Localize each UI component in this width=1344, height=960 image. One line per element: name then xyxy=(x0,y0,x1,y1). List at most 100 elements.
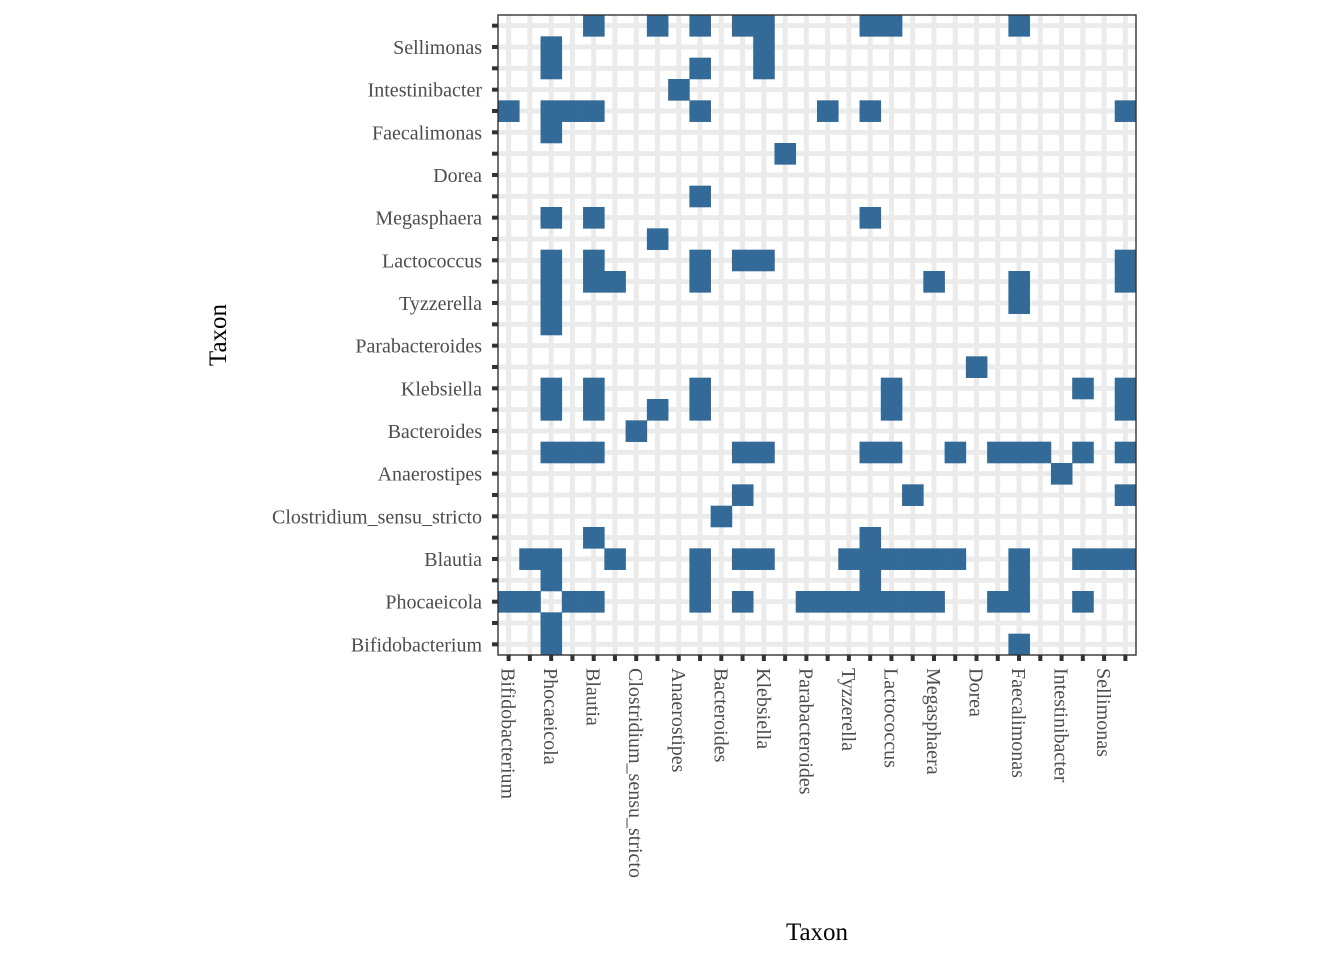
ticks-layer xyxy=(492,23,1128,661)
x-tick-label: Bifidobacterium xyxy=(497,668,519,800)
heatmap-cell xyxy=(880,15,903,37)
y-tick-label: Blautia xyxy=(424,549,482,571)
x-axis-title: Taxon xyxy=(786,919,849,946)
heatmap-cell xyxy=(689,271,711,293)
heatmap-cell xyxy=(583,527,605,549)
heatmap-cell xyxy=(753,441,775,464)
x-tick-label: Bacteroides xyxy=(709,668,731,763)
heatmap-cell xyxy=(1072,377,1094,400)
x-tick-label: Dorea xyxy=(965,668,987,717)
heatmap-cell xyxy=(880,548,903,570)
heatmap-cell xyxy=(1008,591,1030,613)
heatmap-cell xyxy=(987,591,1009,613)
heatmap-cell xyxy=(859,527,882,549)
cells-layer xyxy=(498,15,1137,656)
heatmap-cell xyxy=(944,441,967,464)
heatmap-cell xyxy=(1114,249,1137,272)
x-tick-label: Blautia xyxy=(582,668,604,726)
heatmap-cell xyxy=(987,441,1009,464)
heatmap-cell xyxy=(1008,15,1030,37)
heatmap-cell xyxy=(923,548,945,570)
heatmap-cell xyxy=(1072,548,1094,570)
heatmap-cell xyxy=(1114,100,1137,122)
heatmap-cell xyxy=(689,185,711,208)
heatmap-cell xyxy=(519,591,541,613)
heatmap-cell xyxy=(1072,591,1094,613)
heatmap-cell xyxy=(583,377,605,400)
heatmap-cell xyxy=(540,399,563,421)
x-tick-label: Phocaeicola xyxy=(539,668,561,765)
y-tick-label: Sellimonas xyxy=(393,37,482,59)
heatmap-cell xyxy=(689,569,711,592)
heatmap-cell xyxy=(1008,271,1030,293)
heatmap-cell xyxy=(1114,377,1137,400)
x-tick-label: Sellimonas xyxy=(1092,668,1114,757)
heatmap-cell xyxy=(817,100,839,122)
heatmap-cell xyxy=(540,249,563,272)
heatmap-cell xyxy=(880,441,903,464)
heatmap-cell xyxy=(838,548,860,570)
y-tick-label: Intestinibacter xyxy=(368,80,483,102)
heatmap-cell xyxy=(540,121,563,144)
heatmap-cell xyxy=(880,399,903,421)
heatmap-cell xyxy=(498,591,520,613)
panel-border xyxy=(497,14,1137,656)
heatmap-cell xyxy=(817,591,839,613)
heatmap-cell xyxy=(604,271,626,293)
heatmap-cell xyxy=(1008,441,1030,464)
x-tick-label: Klebsiella xyxy=(752,668,774,749)
heatmap-cell xyxy=(498,100,520,122)
heatmap-cell xyxy=(540,377,563,400)
heatmap-cell xyxy=(561,100,584,122)
heatmap-cell xyxy=(731,484,754,506)
y-tick-label: Megasphaera xyxy=(375,208,482,230)
heatmap-cell xyxy=(731,15,754,37)
heatmap-cell xyxy=(689,399,711,421)
heatmap-cell xyxy=(646,399,669,421)
x-tick-label: Parabacteroides xyxy=(794,668,816,795)
heatmap-cell xyxy=(923,591,945,613)
y-tick-label: Clostridium_sensu_stricto xyxy=(272,506,482,528)
heatmap-cell xyxy=(902,484,924,506)
y-tick-label: Faecalimonas xyxy=(372,122,482,144)
heatmap-cell xyxy=(583,591,605,613)
y-axis-title: Taxon xyxy=(205,303,232,366)
heatmap-cell xyxy=(540,36,563,58)
heatmap-cell xyxy=(965,356,988,378)
heatmap-cell xyxy=(583,249,605,272)
y-tick-label: Klebsiella xyxy=(401,378,482,400)
heatmap-cell xyxy=(731,591,754,613)
heatmap-cell xyxy=(540,207,563,229)
y-tick-label: Bacteroides xyxy=(388,421,483,443)
y-tick-label: Lactococcus xyxy=(382,250,482,272)
heatmap-cell xyxy=(1050,463,1073,485)
labels-layer: Bifidobacterium Phocaeicola Blautia Clostri… xyxy=(272,37,1114,878)
heatmap-cell xyxy=(646,228,669,250)
x-tick-label: Intestinibacter xyxy=(1050,668,1072,783)
heatmap-cell xyxy=(795,591,818,613)
heatmap-cell xyxy=(540,292,563,314)
heatmap-cell xyxy=(1008,633,1030,656)
heatmap-cell xyxy=(646,15,669,37)
x-tick-label: Megasphaera xyxy=(922,668,944,775)
heatmap-cell xyxy=(604,548,626,570)
y-tick-label: Parabacteroides xyxy=(355,336,482,358)
heatmap-cell xyxy=(583,207,605,229)
heatmap-cell xyxy=(859,207,882,229)
heatmap-cell xyxy=(540,271,563,293)
heatmap-cell xyxy=(583,100,605,122)
heatmap-cell xyxy=(689,548,711,570)
heatmap-cell xyxy=(731,441,754,464)
heatmap-cell xyxy=(689,377,711,400)
heatmap-cell xyxy=(944,548,967,570)
heatmap-cell xyxy=(689,100,711,122)
y-tick-label: Bifidobacterium xyxy=(351,634,483,656)
heatmap-cell xyxy=(540,569,563,592)
heatmap-cell xyxy=(1008,548,1030,570)
heatmap-cell xyxy=(1114,484,1137,506)
heatmap-cell xyxy=(625,420,648,442)
heatmap-cell xyxy=(859,548,882,570)
heatmap-cell xyxy=(710,505,733,528)
heatmap-cell xyxy=(753,15,775,37)
